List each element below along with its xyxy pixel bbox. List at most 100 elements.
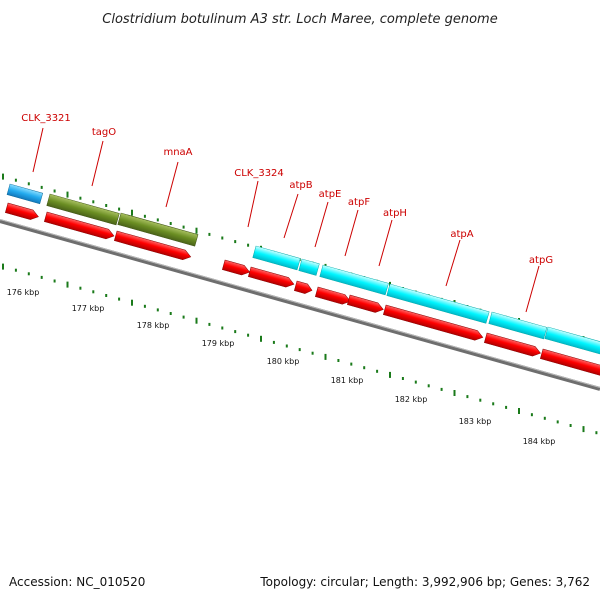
cds-arrow-11[interactable] (539, 348, 600, 379)
feature-atpa[interactable] (488, 311, 548, 340)
minor-tick (79, 196, 82, 200)
gene-label-atpe[interactable]: atpE (319, 189, 342, 200)
minor-tick (27, 272, 30, 276)
leader-line (247, 180, 259, 228)
major-tick (131, 209, 133, 216)
topology-info: Topology: circular; Length: 3,992,906 bp… (259, 575, 590, 589)
gene-label-tago[interactable]: tagO (92, 127, 116, 138)
minor-tick (208, 232, 211, 236)
minor-tick (182, 315, 185, 319)
minor-tick (221, 236, 224, 240)
minor-tick (556, 420, 559, 424)
minor-tick (14, 178, 17, 182)
minor-tick (363, 366, 366, 370)
major-tick (582, 426, 585, 433)
minor-tick (53, 279, 56, 283)
minor-tick (53, 189, 56, 193)
feature-mnaa[interactable] (117, 212, 199, 247)
major-tick (260, 335, 262, 342)
minor-tick (40, 275, 43, 279)
cds-arrow-5[interactable] (247, 266, 295, 289)
tick-label: 179 kbp (202, 339, 235, 348)
major-tick (66, 281, 69, 288)
minor-tick (247, 243, 250, 247)
minor-tick (530, 413, 533, 417)
minor-tick (492, 402, 495, 406)
minor-tick (40, 185, 43, 189)
cds-arrow-9[interactable] (382, 304, 484, 342)
minor-tick (234, 330, 237, 334)
gene-labels: CLK_3321 tagO mnaA CLK_3324 atpB atpE at… (21, 113, 553, 313)
major-tick (195, 317, 198, 324)
tick-labels: 176 kbp 177 kbp 178 kbp 179 kbp 180 kbp … (7, 288, 556, 446)
minor-tick (234, 240, 237, 244)
minor-tick (337, 359, 340, 362)
minor-tick (208, 322, 211, 326)
genome-backbone-highlight (0, 219, 600, 388)
feature-atpg[interactable] (544, 326, 600, 358)
minor-tick (479, 398, 482, 402)
gene-label-clk-3321[interactable]: CLK_3321 (21, 113, 71, 124)
major-tick (131, 299, 133, 306)
leader-line (32, 127, 44, 173)
cds-arrow-7[interactable] (314, 286, 351, 306)
major-tick (453, 390, 456, 396)
features (4, 183, 600, 379)
major-tick (2, 173, 4, 180)
minor-tick (143, 214, 146, 218)
minor-tick (595, 431, 598, 435)
minor-tick (543, 416, 546, 420)
tick-label: 184 kbp (523, 437, 556, 446)
minor-tick (118, 207, 121, 211)
minor-tick (143, 304, 146, 308)
feature-atpf[interactable] (386, 283, 490, 324)
minor-tick (92, 200, 95, 204)
minor-tick (105, 294, 108, 297)
gene-label-atpb[interactable]: atpB (289, 180, 312, 191)
minor-tick (169, 312, 172, 315)
minor-tick (247, 333, 250, 337)
major-tick (324, 353, 327, 360)
minor-tick (156, 218, 159, 222)
feature-atpe[interactable] (319, 264, 389, 296)
tick-label: 177 kbp (72, 304, 105, 313)
gene-label-atpa[interactable]: atpA (450, 229, 473, 240)
tick-label: 178 kbp (137, 321, 170, 330)
page-title: Clostridium botulinum A3 str. Loch Maree… (102, 12, 497, 27)
gene-label-atph[interactable]: atpH (383, 208, 407, 219)
cds-arrow-2[interactable] (43, 211, 115, 241)
minor-tick (221, 326, 224, 330)
leader-line (314, 201, 329, 248)
feature-tago[interactable] (46, 193, 120, 226)
minor-tick (27, 182, 30, 186)
accession-text: Accession: NC_010520 (9, 575, 145, 589)
feature-clk-3324[interactable] (252, 245, 301, 271)
minor-tick (401, 377, 404, 380)
minor-tick (79, 286, 82, 290)
cds-arrow-10[interactable] (483, 332, 542, 358)
tick-label: 180 kbp (267, 357, 300, 366)
major-tick (2, 263, 4, 270)
feature-clk-3321[interactable] (6, 183, 44, 205)
cds-arrow-4[interactable] (221, 259, 251, 277)
gene-label-mnaa[interactable]: mnaA (163, 147, 192, 158)
minor-tick (350, 362, 353, 366)
tick-label: 182 kbp (395, 395, 428, 404)
gene-label-atpg[interactable]: atpG (529, 255, 553, 266)
minor-tick (440, 387, 443, 391)
cds-arrow-3[interactable] (113, 230, 192, 262)
feature-atpb[interactable] (298, 258, 320, 276)
tick-label: 183 kbp (459, 417, 492, 426)
minor-tick (311, 351, 314, 355)
minor-tick (427, 384, 430, 388)
cds-arrow-6[interactable] (293, 280, 313, 295)
minor-tick (92, 290, 95, 294)
gene-label-clk-3324[interactable]: CLK_3324 (234, 168, 284, 179)
minor-tick (414, 380, 417, 384)
cds-arrow-8[interactable] (346, 294, 384, 314)
cds-arrow-1[interactable] (4, 202, 39, 222)
minor-tick (376, 369, 379, 373)
minor-tick (14, 268, 17, 272)
gene-label-atpf[interactable]: atpF (348, 197, 370, 208)
leader-line (525, 265, 540, 313)
